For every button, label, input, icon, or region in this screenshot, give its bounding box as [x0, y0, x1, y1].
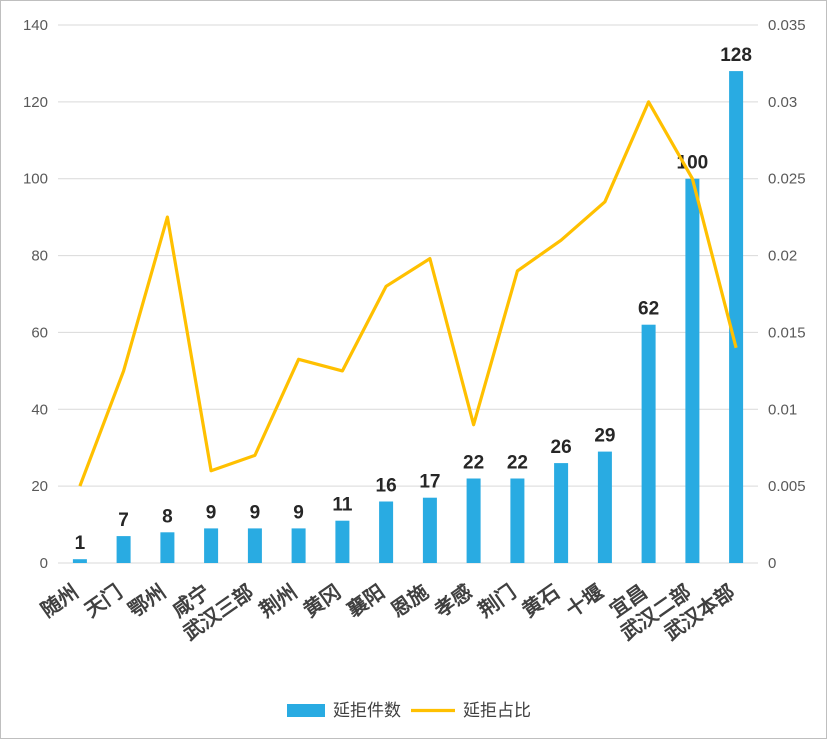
- svg-text:黄石: 黄石: [517, 579, 564, 622]
- svg-text:十堰: 十堰: [562, 580, 608, 622]
- svg-text:22: 22: [507, 453, 528, 474]
- svg-text:襄阳: 襄阳: [342, 579, 389, 622]
- svg-text:128: 128: [720, 45, 752, 66]
- svg-text:140: 140: [23, 17, 48, 34]
- svg-text:29: 29: [594, 426, 615, 447]
- svg-text:0.005: 0.005: [768, 478, 806, 495]
- svg-text:100: 100: [23, 171, 48, 188]
- svg-text:40: 40: [31, 401, 48, 418]
- svg-text:延拒件数: 延拒件数: [333, 701, 401, 720]
- svg-text:0: 0: [40, 555, 48, 572]
- svg-text:9: 9: [250, 502, 261, 523]
- svg-text:0.025: 0.025: [768, 171, 806, 188]
- svg-text:0.015: 0.015: [768, 324, 806, 341]
- svg-text:0.03: 0.03: [768, 94, 797, 111]
- svg-text:22: 22: [463, 453, 484, 474]
- svg-text:100: 100: [677, 153, 709, 174]
- svg-text:黄冈: 黄冈: [299, 579, 346, 622]
- svg-text:9: 9: [206, 502, 217, 523]
- svg-text:0: 0: [768, 555, 776, 572]
- svg-text:11: 11: [332, 495, 353, 516]
- svg-text:20: 20: [31, 478, 48, 495]
- svg-text:7: 7: [118, 510, 129, 531]
- svg-text:8: 8: [162, 506, 173, 527]
- svg-text:0.01: 0.01: [768, 401, 797, 418]
- svg-text:9: 9: [293, 502, 304, 523]
- svg-text:62: 62: [638, 299, 659, 320]
- svg-text:16: 16: [376, 476, 397, 497]
- svg-text:1: 1: [75, 533, 86, 554]
- svg-text:26: 26: [551, 437, 572, 458]
- svg-text:天门: 天门: [80, 579, 127, 622]
- svg-text:荆门: 荆门: [474, 579, 521, 622]
- svg-text:孝感: 孝感: [429, 579, 476, 622]
- svg-text:80: 80: [31, 248, 48, 265]
- svg-text:120: 120: [23, 94, 48, 111]
- svg-text:恩施: 恩施: [386, 579, 433, 622]
- svg-text:荆州: 荆州: [256, 580, 302, 622]
- svg-text:鄂州: 鄂州: [124, 580, 170, 622]
- svg-text:17: 17: [419, 472, 440, 493]
- svg-text:0.035: 0.035: [768, 17, 806, 34]
- svg-text:60: 60: [31, 324, 48, 341]
- svg-text:0.02: 0.02: [768, 248, 797, 265]
- svg-text:随州: 随州: [36, 579, 83, 622]
- svg-text:延拒占比: 延拒占比: [463, 701, 531, 720]
